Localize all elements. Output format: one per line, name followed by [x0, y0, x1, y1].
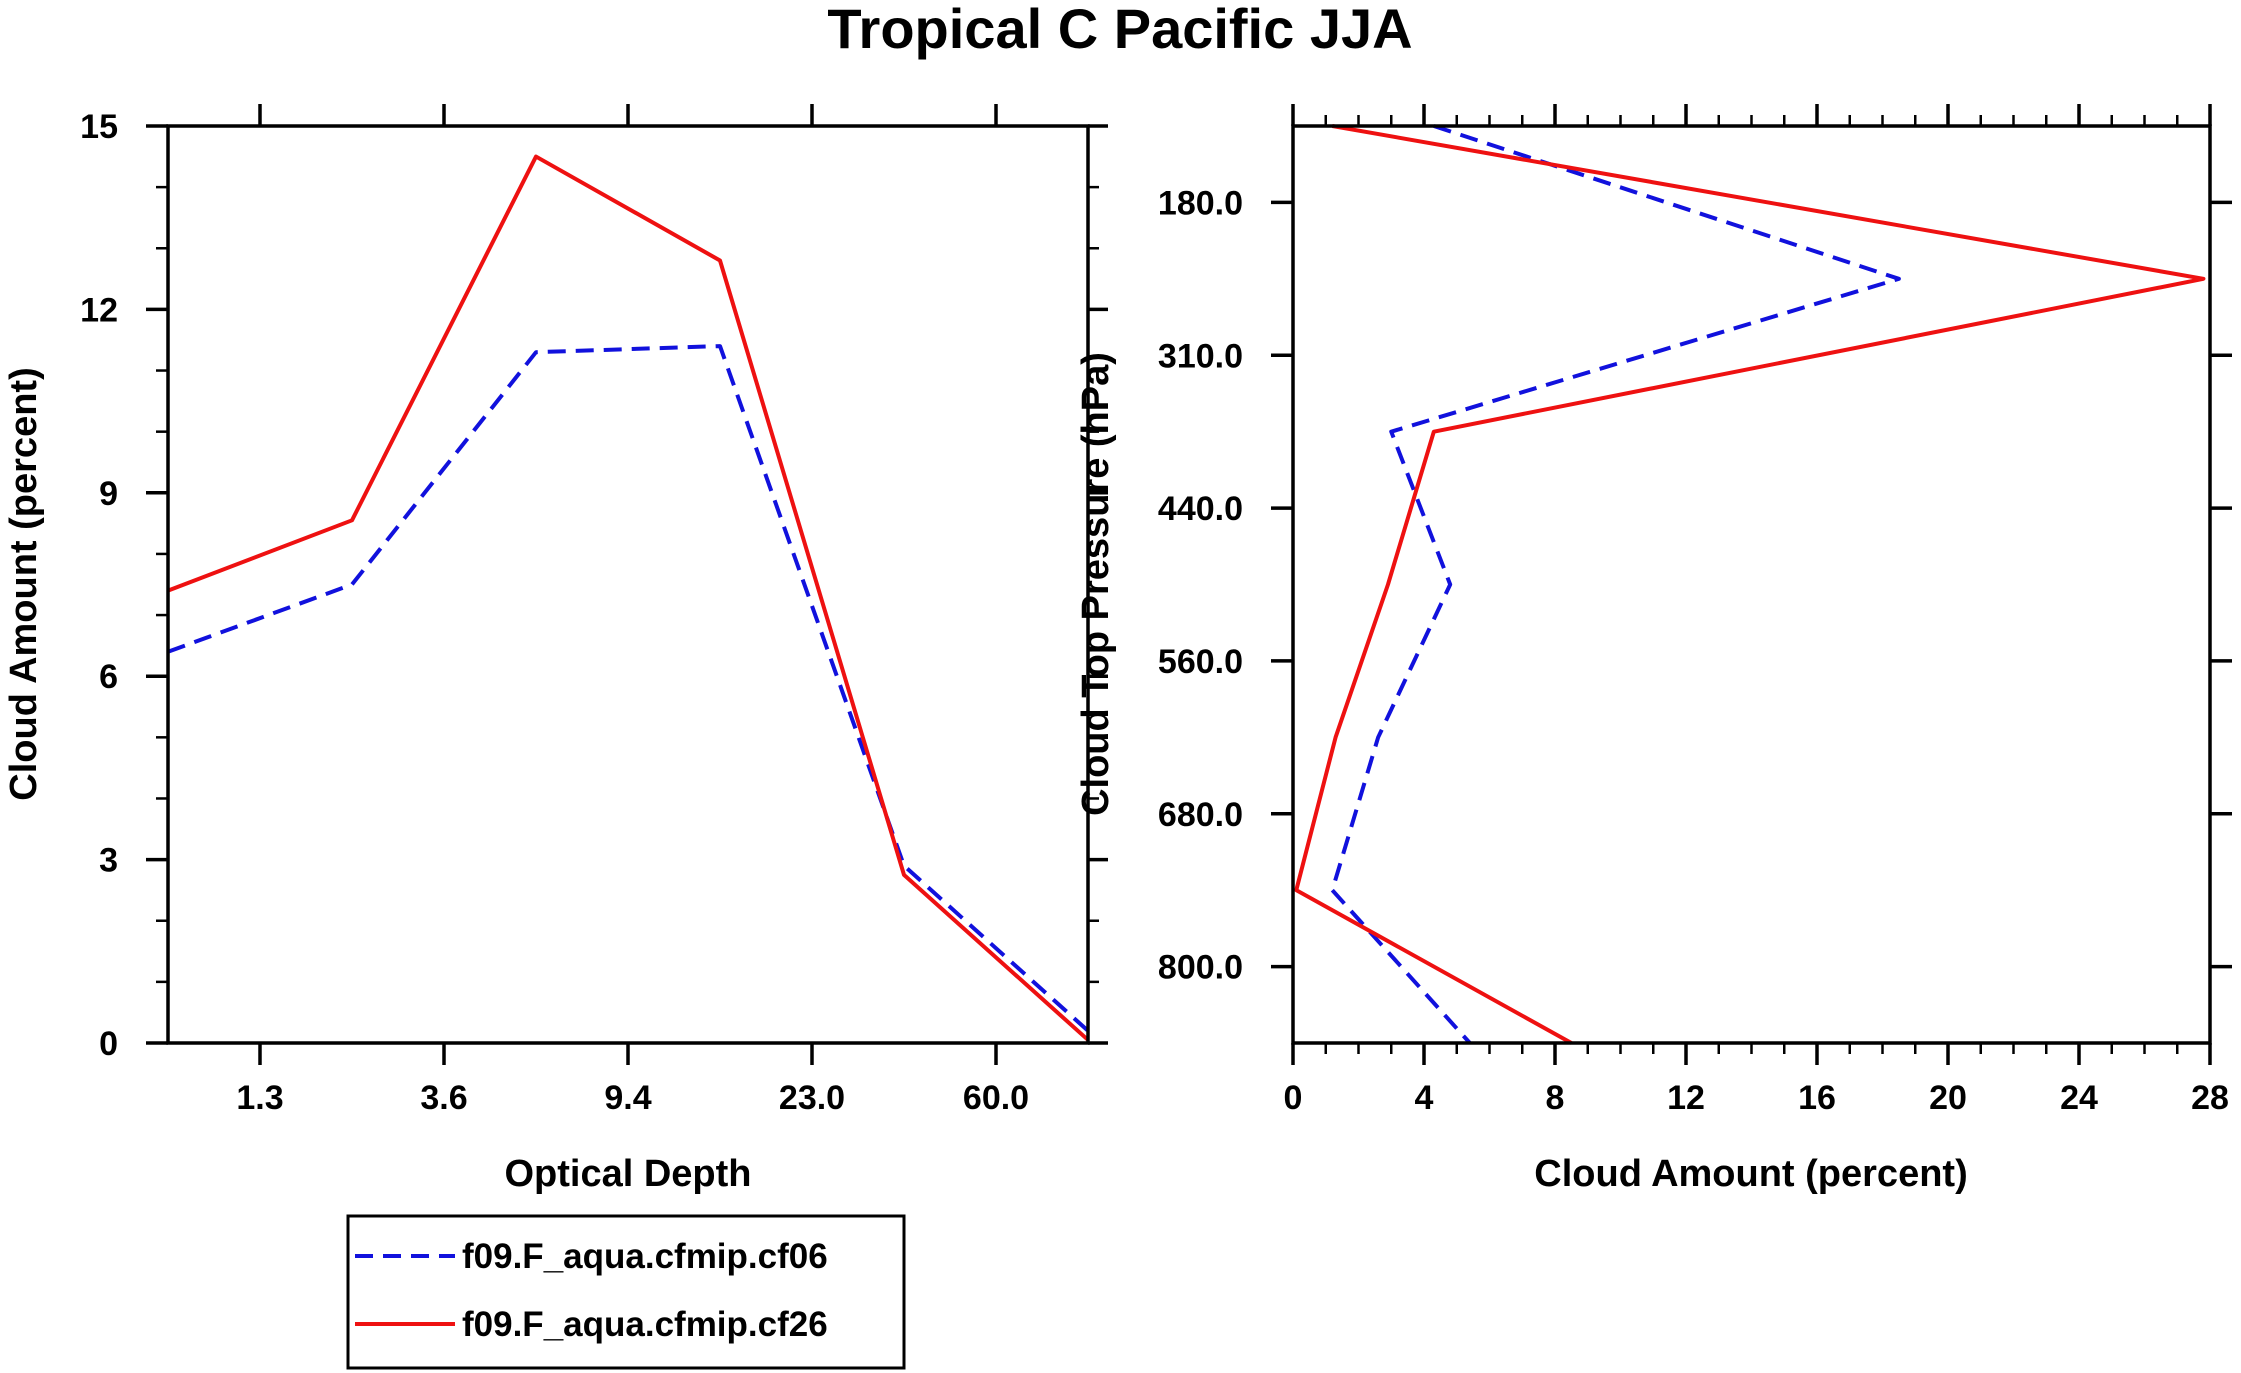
left-y-tick-label: 9	[99, 475, 118, 513]
right-x-tick-label: 20	[1929, 1079, 1967, 1117]
left-y-tick-label: 0	[99, 1025, 118, 1063]
legend-box	[346, 1214, 906, 1370]
right-x-tick-label: 12	[1667, 1079, 1705, 1117]
right-series-line-cf26	[1294, 124, 2206, 1045]
left-series-line-cf06	[167, 344, 1090, 1033]
left-x-tick-label: 60.0	[963, 1079, 1029, 1117]
right-chart: 0 4 8 12 16 20 24 28 180.0 310.0 440.0 560.0 680.0 80…	[1075, 104, 2232, 1195]
left-y-axis-label: Cloud Amount (percent)	[3, 367, 45, 800]
right-series-line-cf06	[1330, 124, 1901, 1045]
left-series-line-cf26	[167, 154, 1090, 1042]
right-x-tick-label: 8	[1546, 1079, 1565, 1117]
left-y-tick-label: 6	[99, 658, 118, 696]
right-y-tick-label: 180.0	[1158, 184, 1243, 222]
left-x-tick-label: 1.3	[236, 1079, 283, 1117]
left-x-tick-label: 3.6	[420, 1079, 467, 1117]
right-x-tick-label: 4	[1415, 1079, 1434, 1117]
left-x-tick-label: 23.0	[779, 1079, 845, 1117]
legend-label-cf06: f09.F_aqua.cfmip.cf06	[462, 1237, 828, 1276]
right-x-tick-label: 0	[1284, 1079, 1303, 1117]
right-y-tick-label: 800.0	[1158, 949, 1243, 987]
legend-label-cf26: f09.F_aqua.cfmip.cf26	[462, 1305, 828, 1344]
right-x-tick-label: 16	[1798, 1079, 1836, 1117]
left-x-tick-label: 9.4	[604, 1079, 651, 1117]
right-x-axis-label: Cloud Amount (percent)	[1534, 1153, 1967, 1195]
right-y-tick-label: 680.0	[1158, 796, 1243, 834]
chart-title: Tropical C Pacific JJA	[827, 0, 1412, 60]
right-plot-frame	[1291, 124, 2212, 1045]
right-y-axis-label: Cloud Top Pressure (hPa)	[1075, 352, 1117, 816]
left-x-axis-label: Optical Depth	[504, 1153, 751, 1195]
left-y-tick-label: 15	[80, 108, 118, 146]
left-y-tick-label: 12	[80, 291, 118, 329]
legend: f09.F_aqua.cfmip.cf06 f09.F_aqua.cfmip.c…	[346, 1214, 906, 1370]
right-y-tick-label: 560.0	[1158, 643, 1243, 681]
right-y-tick-label: 440.0	[1158, 490, 1243, 528]
right-y-tick-label: 310.0	[1158, 337, 1243, 375]
right-x-tick-label: 24	[2060, 1079, 2098, 1117]
left-y-tick-label: 3	[99, 842, 118, 880]
right-x-tick-label: 28	[2191, 1079, 2229, 1117]
